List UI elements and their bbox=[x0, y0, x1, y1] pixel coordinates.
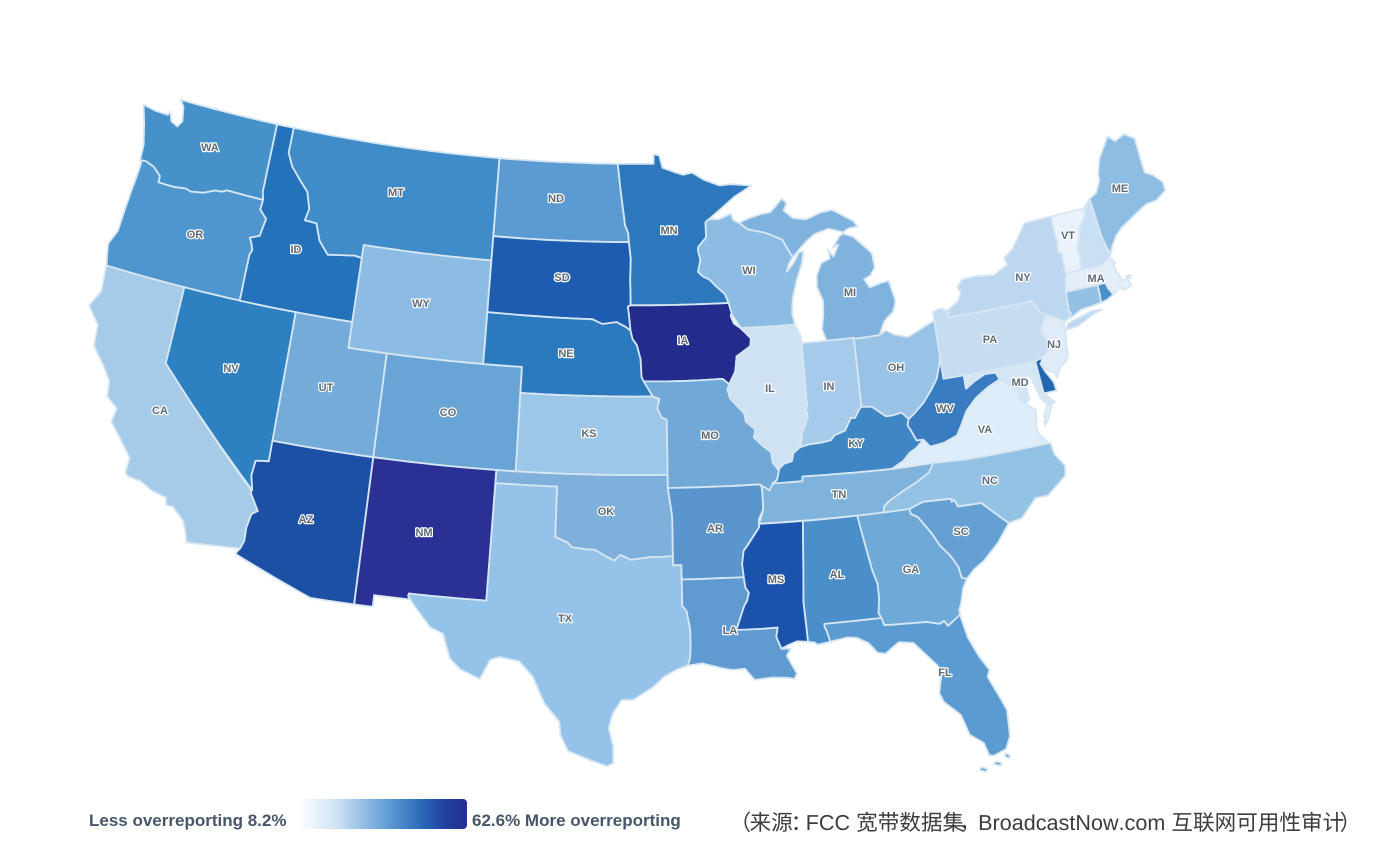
svg-text:VT: VT bbox=[1061, 230, 1075, 242]
svg-text:NY: NY bbox=[1015, 272, 1031, 284]
svg-text:PA: PA bbox=[983, 334, 998, 346]
svg-text:TX: TX bbox=[558, 613, 573, 625]
svg-text:IL: IL bbox=[765, 383, 775, 395]
svg-text:62.6% More overreporting: 62.6% More overreporting bbox=[472, 811, 681, 830]
svg-text:KS: KS bbox=[581, 428, 596, 440]
svg-text:NM: NM bbox=[415, 527, 432, 539]
svg-text:MD: MD bbox=[1011, 377, 1028, 389]
svg-text:SD: SD bbox=[554, 272, 569, 284]
svg-text:IN: IN bbox=[824, 381, 835, 393]
svg-text:FL: FL bbox=[938, 667, 952, 679]
svg-text:KY: KY bbox=[848, 438, 864, 450]
svg-text:WV: WV bbox=[936, 403, 954, 415]
svg-text:MO: MO bbox=[701, 430, 719, 442]
svg-text:MN: MN bbox=[660, 225, 677, 237]
svg-text:OR: OR bbox=[187, 229, 204, 241]
svg-text:UT: UT bbox=[319, 382, 334, 394]
svg-text:MA: MA bbox=[1087, 273, 1104, 285]
svg-text:NJ: NJ bbox=[1047, 339, 1061, 351]
svg-text:VA: VA bbox=[978, 424, 993, 436]
svg-text:IA: IA bbox=[678, 335, 689, 347]
svg-text:AZ: AZ bbox=[299, 514, 314, 526]
svg-text:ME: ME bbox=[1112, 183, 1129, 195]
svg-text:AR: AR bbox=[707, 523, 723, 535]
svg-text:SC: SC bbox=[953, 526, 968, 538]
svg-text:GA: GA bbox=[903, 564, 920, 576]
svg-text:WI: WI bbox=[742, 265, 755, 277]
svg-text:CA: CA bbox=[152, 405, 168, 417]
svg-text:WA: WA bbox=[201, 142, 219, 154]
svg-text:ID: ID bbox=[291, 244, 302, 256]
svg-text:OH: OH bbox=[888, 362, 905, 374]
svg-text:Less overreporting 8.2%: Less overreporting 8.2% bbox=[89, 811, 286, 830]
svg-text:WY: WY bbox=[412, 298, 430, 310]
svg-text:TN: TN bbox=[832, 489, 847, 501]
svg-text:NE: NE bbox=[558, 348, 573, 360]
svg-text:OK: OK bbox=[598, 506, 615, 518]
svg-text:NC: NC bbox=[982, 475, 998, 487]
svg-text:LA: LA bbox=[723, 625, 738, 637]
svg-text:CO: CO bbox=[440, 407, 457, 419]
svg-text:AL: AL bbox=[830, 569, 845, 581]
svg-text:ND: ND bbox=[548, 193, 564, 205]
svg-text:MI: MI bbox=[844, 287, 856, 299]
svg-text:NV: NV bbox=[223, 363, 239, 375]
svg-text:MS: MS bbox=[768, 574, 785, 586]
svg-text:MT: MT bbox=[388, 187, 404, 199]
